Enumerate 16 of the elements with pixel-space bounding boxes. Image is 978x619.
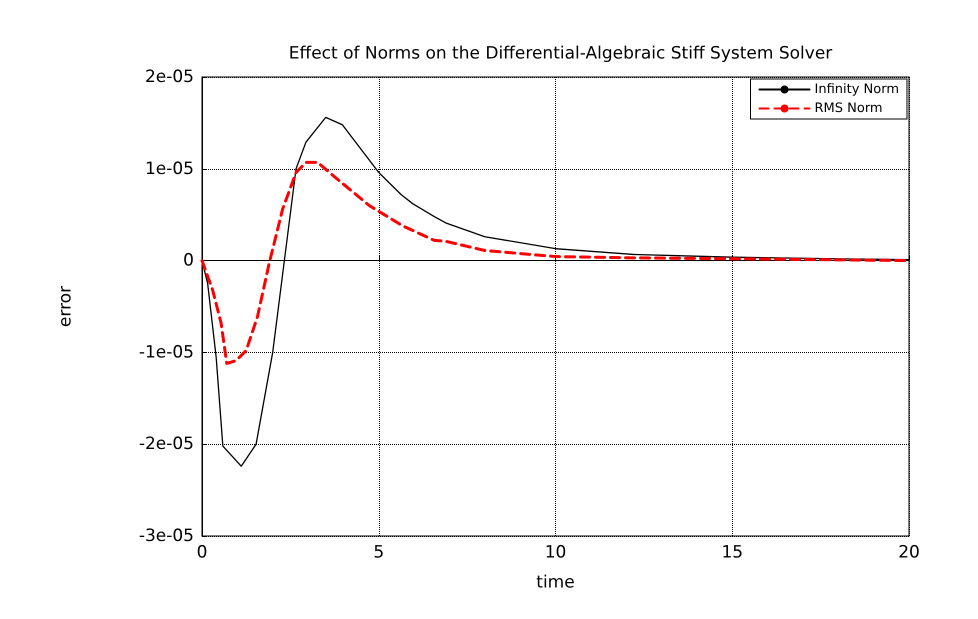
x-tick-label: 0 <box>196 542 208 562</box>
x-axis-title: time <box>536 572 575 592</box>
y-tick-label: 0 <box>183 250 194 271</box>
legend-label: RMS Norm <box>814 101 883 116</box>
x-tick-label: 10 <box>544 542 566 562</box>
x-tick-label: 5 <box>373 542 384 562</box>
y-tick-label: -3e-05 <box>138 526 194 546</box>
y-tick-label: -1e-05 <box>138 342 194 362</box>
y-axis-title: error <box>56 286 76 328</box>
y-tick-label: 2e-05 <box>144 67 194 87</box>
y-tick-label: 1e-05 <box>144 158 194 179</box>
y-tick-label: -2e-05 <box>138 434 194 454</box>
x-tick-label: 15 <box>721 542 744 562</box>
legend-label: Infinity Norm <box>814 82 900 97</box>
chart-title: Effect of Norms on the Differential-Algebraic Stiff System Solver <box>288 44 832 64</box>
x-tick-label: 20 <box>898 542 920 562</box>
